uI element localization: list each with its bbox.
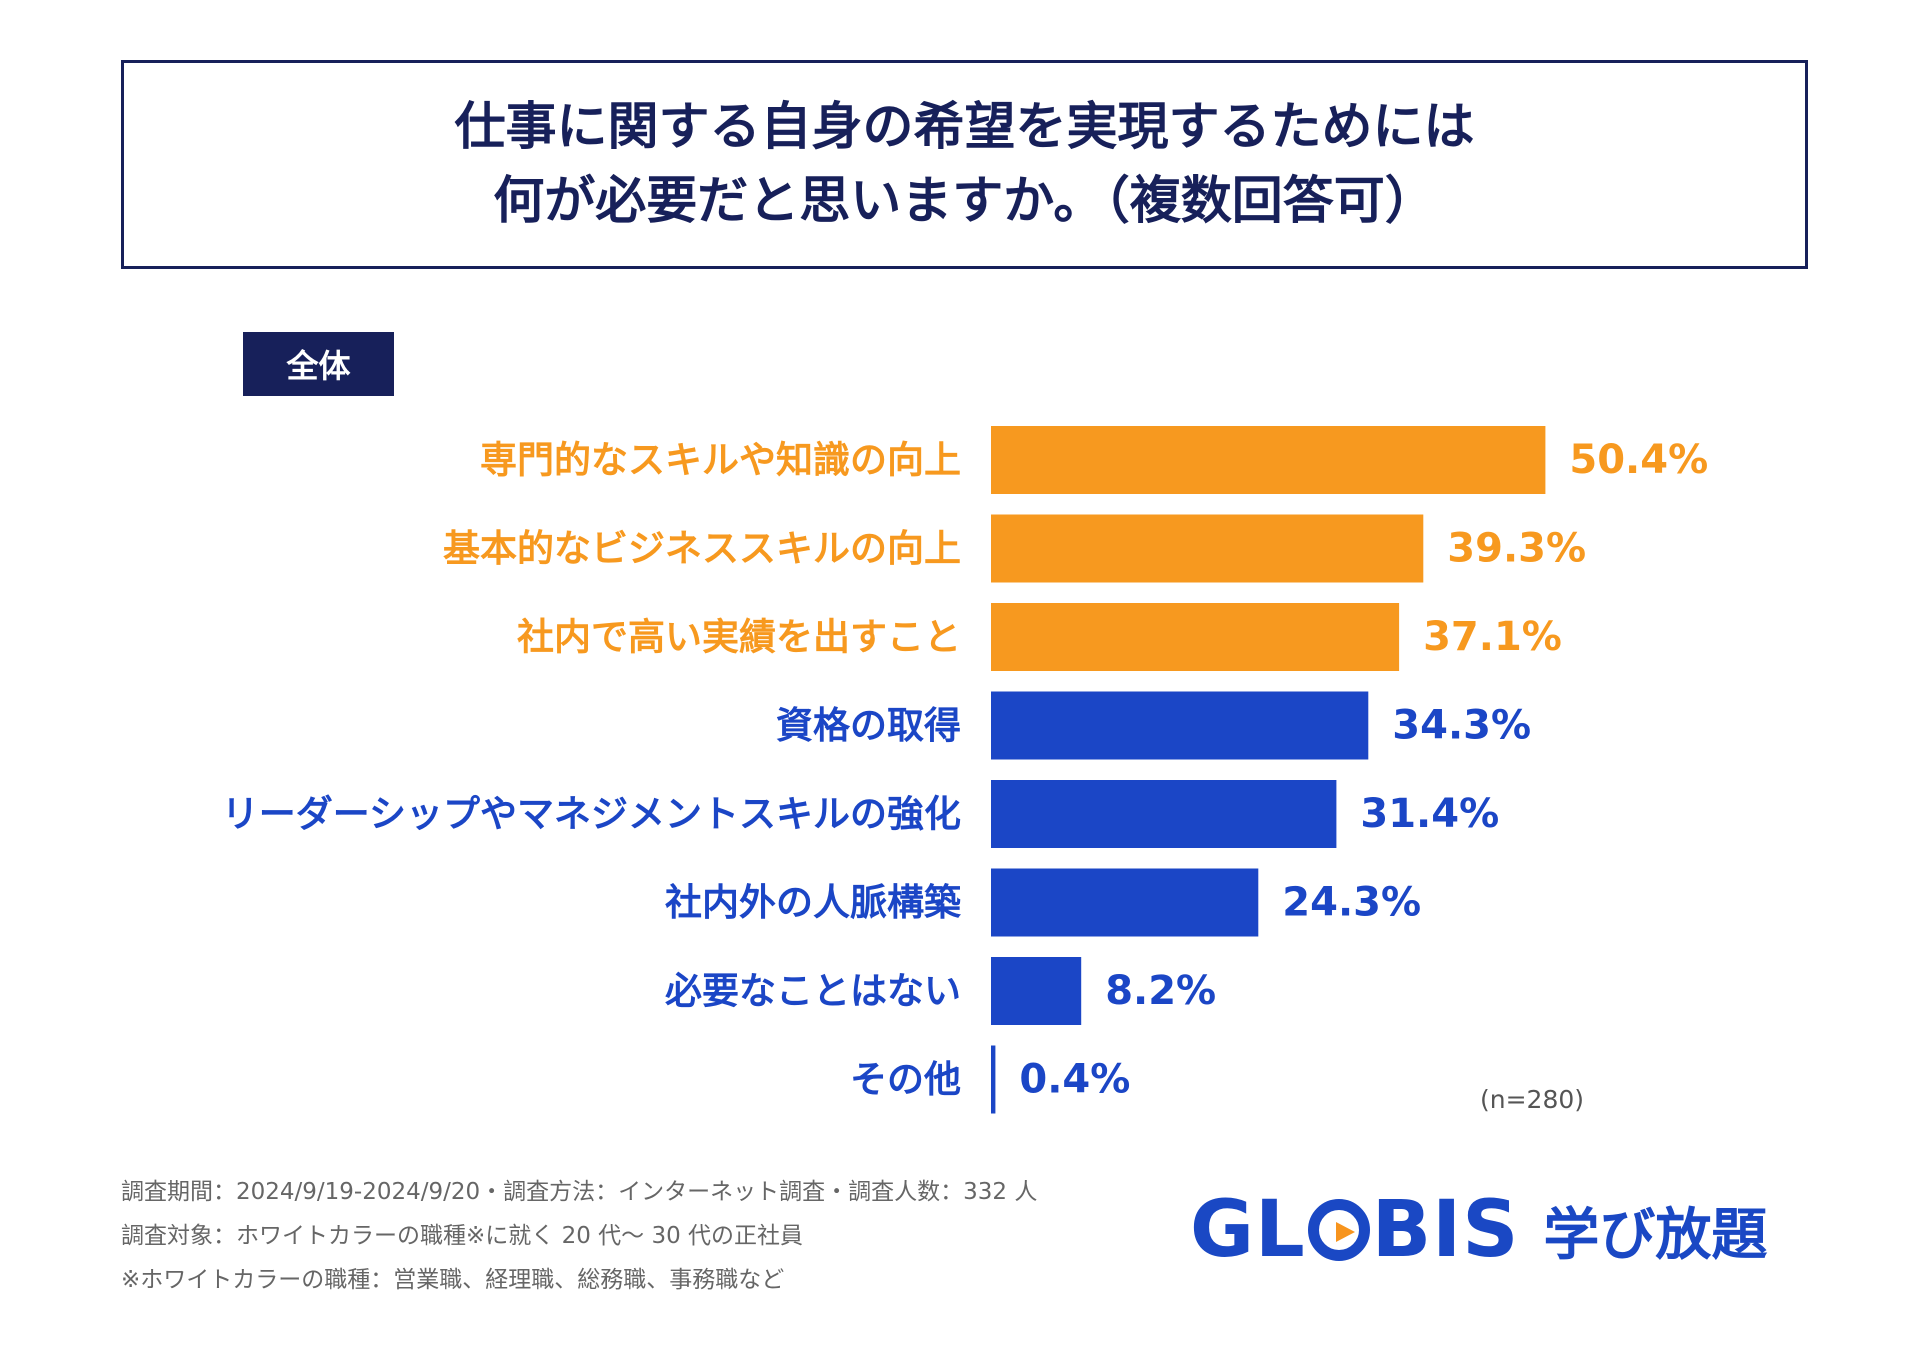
title-line-1: 仕事に関する自身の希望を実現するためには <box>454 97 1475 157</box>
category-label-8: その他 <box>850 1058 961 1101</box>
category-label-5: リーダーシップやマネジメントスキルの強化 <box>222 793 961 836</box>
logo-brand: GL BIS <box>1190 1185 1519 1275</box>
value-label-5: 31.4% <box>1360 791 1499 837</box>
sample-size-note: (n=280) <box>1480 1085 1585 1114</box>
segment-badge: 全体 <box>243 332 394 396</box>
bar-3 <box>991 603 1400 671</box>
category-label-6: 社内外の人脈構築 <box>665 881 962 924</box>
value-label-1: 50.4% <box>1569 437 1708 483</box>
title-box: 仕事に関する自身の希望を実現するためには 何が必要だと思いますか。（複数回答可） <box>121 60 1808 269</box>
bar-1 <box>991 426 1546 494</box>
category-label-1: 専門的なスキルや知識の向上 <box>480 439 961 482</box>
bar-7 <box>991 957 1082 1025</box>
category-label-3: 社内で高い実績を出すこと <box>517 616 961 659</box>
value-label-4: 34.3% <box>1392 703 1531 749</box>
bar-5 <box>991 780 1337 848</box>
note-target: 調査対象：ホワイトカラーの職種※に就く 20 代〜 30 代の正社員 <box>121 1223 804 1249</box>
bar-8 <box>991 1045 996 1114</box>
category-label-7: 必要なことはない <box>665 970 961 1013</box>
value-label-8: 0.4% <box>1019 1057 1130 1103</box>
category-label-2: 基本的なビジネススキルの向上 <box>443 527 961 570</box>
title-line-2: 何が必要だと思いますか。（複数回答可） <box>493 171 1436 231</box>
play-icon <box>1307 1199 1370 1261</box>
value-label-3: 37.1% <box>1423 614 1562 660</box>
note-definition: ※ホワイトカラーの職種：営業職、経理職、総務職、事務職など <box>121 1267 785 1293</box>
bar-2 <box>991 514 1424 583</box>
category-label-4: 資格の取得 <box>776 704 961 747</box>
bar-4 <box>991 691 1369 760</box>
value-label-2: 39.3% <box>1447 526 1586 572</box>
survey-notes: 調査期間：2024/9/19-2024/9/20・調査方法：インターネット調査・… <box>121 1170 1037 1302</box>
value-label-7: 8.2% <box>1105 968 1216 1014</box>
logo-brand-end: BIS <box>1371 1185 1520 1275</box>
logo-brand-start: GL <box>1190 1185 1306 1275</box>
globis-logo: GL BIS 学び放題 <box>1190 1185 1768 1275</box>
note-period: 調査期間：2024/9/19-2024/9/20・調査方法：インターネット調査・… <box>121 1179 1038 1205</box>
value-label-6: 24.3% <box>1282 880 1421 926</box>
bar-6 <box>991 868 1259 937</box>
logo-subtitle: 学び放題 <box>1543 1202 1768 1268</box>
